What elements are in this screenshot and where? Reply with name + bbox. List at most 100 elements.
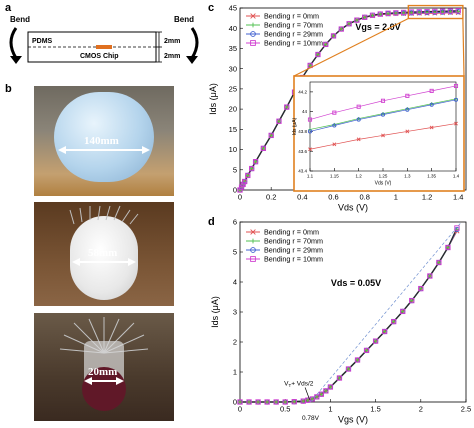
c-inset-point-2-2 [356, 117, 361, 122]
c-inset-point-2-4 [405, 107, 410, 112]
c-legend-label-1: Bending r = 70mm [264, 21, 323, 30]
c-point-3-25 [401, 9, 407, 16]
cylinder-large [54, 92, 154, 182]
c-point-3-15 [323, 41, 329, 48]
c-inset-point-3-2 [356, 104, 361, 109]
c-inset-ylabel: Ids (μA) [292, 117, 298, 135]
d-point-3-1 [246, 399, 252, 405]
d-point-3-5 [282, 399, 288, 405]
cmos-chip [96, 45, 112, 49]
d-xtick-label-1: 0.5 [280, 405, 290, 414]
c-point-3-17 [338, 26, 344, 32]
d-legend-label-1: Bending r = 70mm [264, 237, 323, 246]
c-inset-point-0-2-b [356, 137, 361, 142]
c-inset-point-0-6-b [454, 121, 458, 126]
d-point-3-4 [273, 399, 279, 405]
c-inset-xtick-label-3: 1.25 [379, 174, 388, 179]
bend-right-arrow-icon [190, 27, 199, 59]
c-inset-series-line-3 [309, 85, 457, 120]
c-xtick-label-6: 1.2 [422, 193, 432, 202]
d-point-3-26 [445, 244, 451, 251]
c-legend-marker-0-b [250, 13, 256, 19]
bend-left-arrow-icon [9, 27, 18, 59]
cylinder-medium [70, 216, 138, 300]
c-point-3-2 [240, 181, 246, 187]
d-series-line-3 [240, 227, 458, 403]
c-point-3-4 [245, 172, 251, 179]
d-legend-label-3: Bending r = 10mm [264, 255, 323, 264]
c-point-3-18 [346, 21, 352, 27]
c-point-3-24 [393, 10, 399, 16]
dim-bottom-label: 2mm [164, 53, 180, 60]
bend-right-label: Bend [174, 15, 194, 24]
bending-schematic: Bend Bend PDMS CMOS Chip 2mm 2mm [9, 15, 199, 64]
photo-140mm: 140mm [34, 86, 174, 196]
chart-d: 0 0.5 1 1.5 2 2.5 0 1 2 3 4 5 6 Vgs (V) Ids (μA) Bendin… [210, 218, 471, 425]
c-zoom-connector-left [293, 17, 409, 77]
c-inset-xtick-label-6: 1.4 [453, 174, 460, 179]
c-point-3-5 [249, 165, 255, 172]
c-inset-point-0-0-b [308, 147, 312, 152]
d-threshold-v: V [284, 381, 289, 388]
c-zoom-connector-right [462, 18, 465, 77]
c-inset: 1.1 1.15 1.2 1.25 1.3 1.35 1.4 43.4 43.6 43.8 44 44… [292, 81, 460, 187]
c-ytick-label-5: 25 [229, 85, 237, 94]
d-ytick-label-3: 3 [233, 308, 237, 317]
c-xtick-label-7: 1.4 [453, 193, 463, 202]
d-threshold-value: 0.78V [302, 415, 320, 422]
panel-label-a: a [5, 2, 12, 14]
d-point-3-27 [454, 225, 460, 231]
c-inset-point-3-5 [429, 88, 434, 93]
d-ytick-label-0: 0 [233, 398, 237, 407]
d-threshold-rest: + Vds/2 [291, 381, 314, 388]
d-point-3-22 [409, 297, 415, 304]
c-inset-xtick-label-4: 1.3 [404, 174, 411, 179]
c-point-3-29 [432, 8, 438, 15]
c-inset-point-3-4 [405, 93, 410, 98]
c-inset-xlabel: Vds (V) [375, 181, 392, 187]
c-point-3-31 [447, 8, 454, 14]
c-annotation: Vgs = 2.0V [355, 22, 400, 32]
d-point-3-3 [264, 399, 270, 405]
d-legend-label-0: Bending r = 0mm [264, 228, 319, 237]
d-point-3-11 [318, 391, 325, 397]
c-ytick-label-9: 45 [229, 4, 237, 13]
c-xtick-label-0: 0 [238, 193, 242, 202]
c-point-3-28 [424, 8, 430, 15]
c-point-3-20 [362, 14, 368, 20]
d-threshold-extrapolation [310, 221, 462, 403]
c-point-3-10 [284, 104, 290, 110]
d-legend-marker-3 [250, 256, 256, 262]
c-point-3-19 [354, 17, 360, 23]
photo-58mm: 58mm [34, 202, 174, 306]
measure-arrow-icon [58, 146, 150, 154]
d-ytick-label-1: 1 [233, 368, 237, 377]
d-ylabel: Ids (μA) [210, 296, 220, 328]
c-inset-point-3-1 [332, 110, 337, 115]
d-point-3-18 [372, 338, 379, 344]
c-point-3-7 [260, 145, 267, 151]
d-threshold-sub: T [288, 383, 291, 388]
d-legend-marker-2 [250, 247, 256, 253]
c-point-3-16 [330, 33, 337, 39]
c-xlabel: Vds (V) [338, 203, 368, 213]
d-ytick-label-2: 2 [233, 338, 237, 347]
c-ytick-label-7: 35 [229, 44, 237, 53]
c-inset-xtick-label-1: 1.15 [330, 174, 339, 179]
c-point-3-1 [238, 184, 245, 190]
c-legend-label-3: Bending r = 10mm [264, 39, 323, 48]
d-point-3-24 [427, 273, 433, 279]
d-point-3-2 [255, 399, 261, 405]
d-xtick-label-5: 2.5 [461, 405, 471, 414]
d-point-3-23 [418, 285, 424, 292]
c-inset-point-2-0 [307, 129, 313, 134]
c-inset-ytick-label-3: 44 [302, 109, 308, 114]
c-xtick-label-5: 1 [394, 193, 398, 202]
c-point-3-21 [369, 12, 376, 18]
d-annotation: Vds = 0.05V [331, 278, 381, 288]
d-xtick-label-0: 0 [238, 405, 242, 414]
c-inset-point-0-5-b [429, 125, 434, 130]
c-point-3-22 [377, 11, 383, 17]
